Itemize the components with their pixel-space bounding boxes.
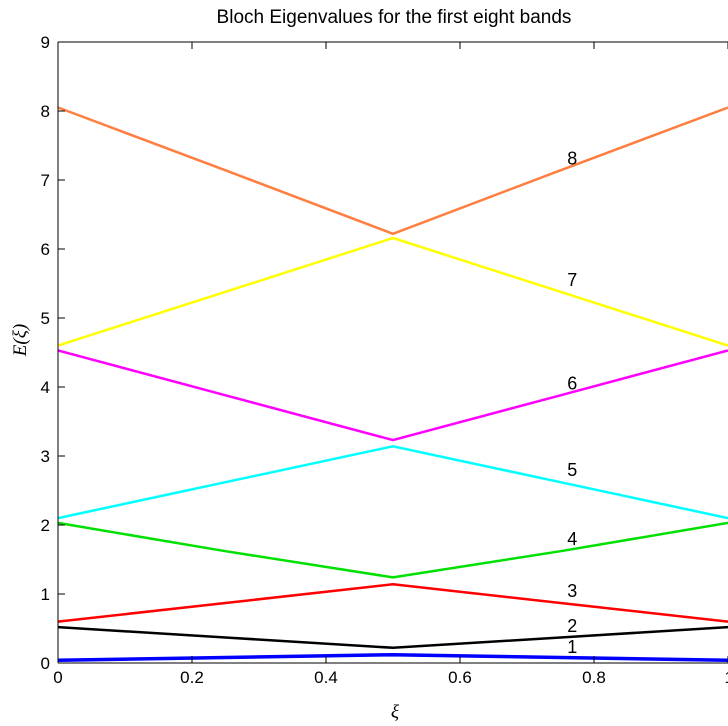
band-line-2 (57, 625, 728, 650)
chart-title: Bloch Eigenvalues for the first eight ba… (217, 7, 572, 28)
band-line-4 (57, 521, 728, 579)
y-tick-label: 6 (41, 240, 50, 259)
band-label-4: 4 (567, 529, 577, 549)
band-line-6 (57, 349, 728, 442)
band-label-2: 2 (567, 616, 577, 636)
band-line-1 (57, 652, 728, 662)
y-tick-label: 8 (41, 102, 50, 121)
band-label-7: 7 (567, 270, 577, 290)
x-tick-label: 0 (53, 668, 62, 687)
x-tick-label: 0.8 (582, 668, 606, 687)
band-label-8: 8 (567, 148, 577, 168)
y-tick-label: 4 (41, 378, 50, 397)
y-tick-label: 7 (41, 171, 50, 190)
band-label-5: 5 (567, 460, 577, 480)
y-tick-label: 2 (41, 516, 50, 535)
y-tick-label: 1 (41, 585, 50, 604)
y-tick-label: 9 (41, 33, 50, 52)
band-label-3: 3 (567, 581, 577, 601)
y-tick-label: 0 (41, 654, 50, 673)
y-tick-label: 3 (41, 447, 50, 466)
band-line-8 (57, 106, 728, 236)
x-tick-label: 0.2 (180, 668, 204, 687)
x-tick-label: 0.6 (448, 668, 472, 687)
y-axis-label: E(ξ) (10, 324, 31, 357)
x-tick-label: 0.4 (314, 668, 338, 687)
y-tick-label: 5 (41, 309, 50, 328)
x-axis-label: ξ (391, 702, 400, 723)
x-tick-label: 1 (725, 668, 728, 687)
band-label-6: 6 (567, 373, 577, 393)
band-line-7 (57, 236, 728, 347)
band-line-3 (57, 583, 728, 623)
band-line-5 (57, 445, 728, 520)
band-label-1: 1 (567, 637, 577, 657)
